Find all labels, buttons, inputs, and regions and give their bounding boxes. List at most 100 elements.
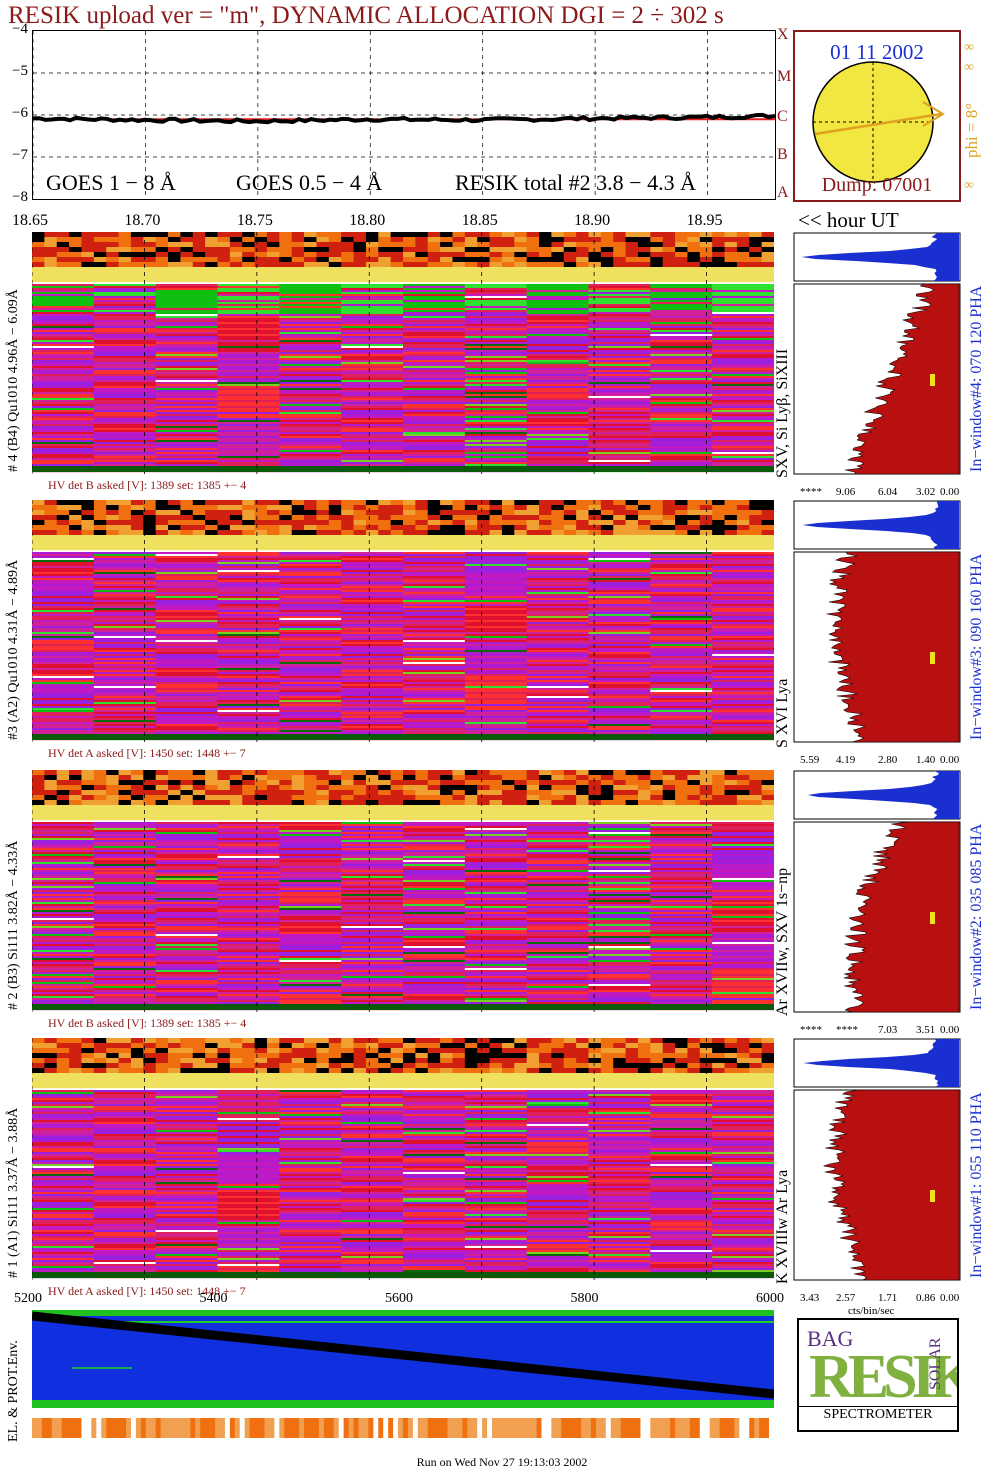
heat-row — [403, 732, 466, 735]
heat-cell — [291, 247, 305, 253]
heat-cell — [501, 780, 515, 786]
heat-cell — [44, 257, 58, 263]
heat-cell — [328, 272, 342, 278]
heat-cell — [600, 237, 614, 243]
heat-row — [341, 646, 404, 649]
heat-cell — [180, 242, 194, 248]
heat-row — [526, 410, 589, 413]
heat-row — [588, 642, 651, 645]
heat-row — [526, 352, 589, 355]
heat-row — [93, 916, 157, 919]
heat-cell — [168, 540, 181, 546]
heat-cell — [316, 530, 330, 536]
heat-cell — [155, 247, 169, 253]
heat-row — [341, 418, 404, 421]
heat-cell — [687, 810, 701, 816]
heat-row — [526, 416, 589, 419]
heat-cell — [650, 257, 664, 263]
heat-cell — [551, 510, 565, 516]
heat-cell — [637, 252, 651, 258]
heat-row — [650, 874, 713, 877]
heat-cell — [403, 790, 416, 796]
heat-row — [155, 880, 218, 883]
heat-row — [403, 658, 466, 661]
heat-row — [526, 438, 589, 441]
heat-row — [93, 430, 157, 433]
heat-cell — [229, 262, 243, 268]
heat-row — [403, 640, 466, 643]
heat-cell — [625, 780, 639, 786]
heat-row — [279, 376, 342, 379]
heat-row — [464, 944, 528, 947]
heat-cell — [712, 267, 726, 273]
heat-row — [712, 416, 774, 419]
heat-cell — [69, 795, 82, 801]
heat-cell — [625, 525, 639, 531]
heat-row — [464, 284, 528, 287]
time-tick: 18.65 — [12, 212, 48, 229]
heat-row — [217, 880, 280, 883]
heat-row — [650, 442, 713, 445]
heat-cell — [229, 247, 243, 253]
heat-cell — [489, 500, 503, 506]
heat-row — [32, 860, 95, 863]
heat-cell — [304, 790, 317, 796]
heat-cell — [662, 515, 676, 521]
heat-row — [712, 596, 774, 599]
heat-row — [93, 950, 157, 953]
heat-row — [712, 408, 774, 411]
heat-cell — [44, 785, 58, 791]
heat-row — [650, 574, 713, 577]
heat-row — [279, 846, 342, 849]
heat-cell — [415, 545, 429, 551]
heat-row — [32, 962, 95, 965]
heat-row — [526, 310, 589, 313]
heat-row — [155, 554, 218, 557]
heat-row — [32, 684, 95, 687]
heat-cell — [613, 242, 627, 248]
heat-row — [93, 416, 157, 419]
heat-row — [155, 408, 218, 411]
heat-row — [93, 728, 157, 731]
heat-row — [526, 602, 589, 605]
heat-row — [650, 878, 713, 881]
heat-cell — [539, 800, 552, 806]
heat-row — [526, 284, 589, 287]
heat-cell — [217, 775, 231, 781]
heat-row — [217, 632, 280, 635]
heat-cell — [650, 500, 664, 506]
heat-row — [526, 342, 589, 345]
heat-row — [588, 602, 651, 605]
heat-row — [650, 934, 713, 937]
heat-cell — [736, 257, 750, 263]
heat-cell — [242, 780, 256, 786]
heat-cell — [316, 267, 330, 273]
heat-cell — [662, 815, 676, 821]
heat-cell — [143, 262, 157, 268]
heat-row — [155, 868, 218, 871]
heat-row — [712, 436, 774, 439]
heat-row — [650, 926, 713, 929]
heat-cell — [242, 510, 256, 516]
heat-cell — [266, 800, 280, 806]
heat-row — [341, 346, 404, 349]
heat-cell — [217, 805, 231, 811]
heat-row — [588, 696, 651, 699]
heat-cell — [217, 785, 231, 791]
heat-row — [341, 576, 404, 579]
heat-cell — [427, 237, 441, 243]
heat-row — [155, 342, 218, 345]
heat-row — [588, 822, 651, 825]
heat-cell — [600, 247, 614, 253]
heat-row — [93, 664, 157, 667]
heat-row — [588, 566, 651, 569]
heat-row — [588, 450, 651, 453]
heat-cell — [266, 515, 280, 521]
heat-cell — [168, 232, 181, 238]
heat-cell — [650, 272, 664, 278]
heat-row — [403, 952, 466, 955]
heat-cell — [551, 515, 565, 521]
heat-cell — [279, 505, 293, 511]
heat-row — [464, 706, 528, 709]
heat-row — [155, 304, 218, 307]
